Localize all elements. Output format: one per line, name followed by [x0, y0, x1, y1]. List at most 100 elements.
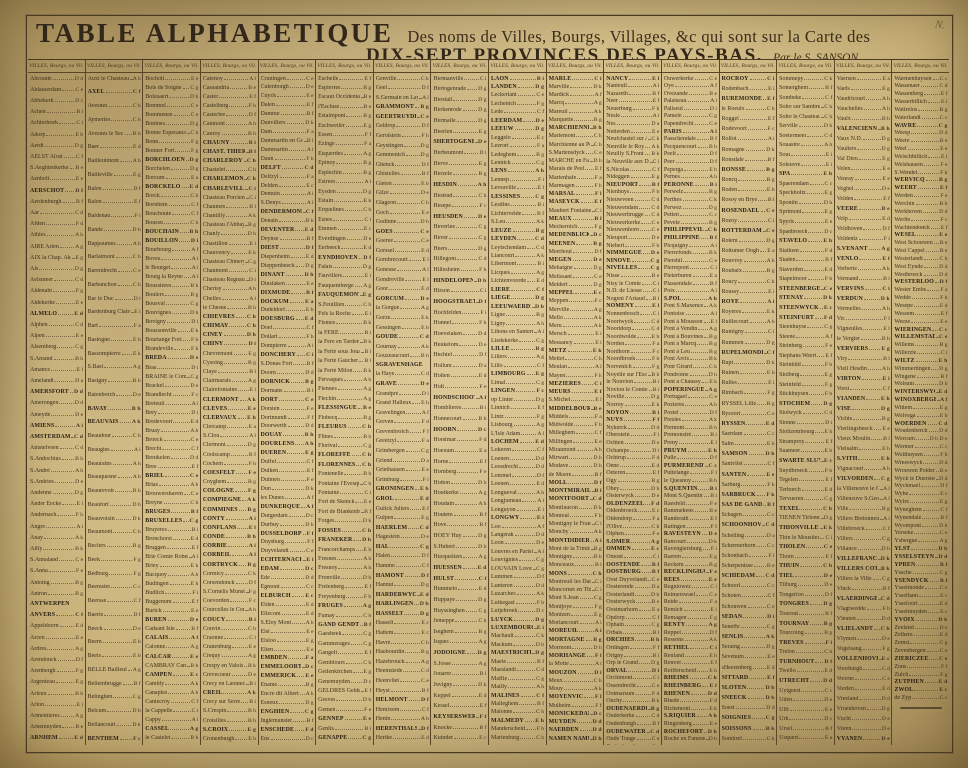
grid-reference: D f: [709, 409, 717, 416]
place-name: MORTAGNE: [548, 636, 585, 643]
dot-leader: [631, 538, 650, 543]
grid-reference: C e: [190, 436, 199, 443]
dot-leader: [796, 256, 825, 262]
place-entry: Rodenbach E i: [722, 85, 775, 93]
place-name: Montfaucon: [548, 504, 578, 511]
grid-reference: B f: [306, 289, 314, 296]
place-entry: Beaurevoir B h: [88, 487, 141, 495]
place-name: Pontoise: [663, 310, 685, 317]
place-name: Gorze: [375, 314, 391, 321]
dot-leader: [281, 199, 306, 205]
grid-reference: B g: [247, 506, 256, 513]
place-name: MALMEDY: [491, 717, 524, 724]
dot-leader: [400, 533, 420, 539]
dot-leader: [689, 264, 710, 270]
column-header: VILLES, Bourgs, ou Vil.: [28, 60, 85, 73]
grid-reference: D d: [823, 677, 833, 684]
grid-reference: A g: [363, 386, 372, 393]
dot-leader: [805, 438, 825, 443]
place-name: Reppel: [663, 629, 681, 636]
place-entry: Ossendrecht C e: [606, 682, 659, 690]
place-entry: Durbuy D h: [261, 521, 314, 529]
place-name: Fontaine l'Evesque: [318, 480, 360, 487]
grid-reference: F f: [422, 428, 429, 435]
dot-leader: [693, 363, 708, 369]
place-name: DORT: [260, 396, 278, 403]
place-name: NOMENY: [606, 303, 634, 310]
grid-reference: B g: [708, 333, 717, 340]
grid-reference: E k: [363, 197, 372, 204]
dot-leader: [514, 396, 535, 401]
place-entry: Libermont B i: [491, 260, 544, 268]
dot-leader: [225, 515, 248, 520]
grid-reference: A f: [478, 394, 487, 401]
dot-leader: [447, 521, 479, 527]
grid-reference: C f: [421, 562, 429, 569]
place-entry: Randerath E f: [664, 515, 717, 523]
place-entry: Gravelingen A f: [376, 409, 429, 417]
grid-reference: A g: [536, 354, 545, 361]
dot-leader: [688, 90, 709, 95]
place-name: Fronville: [318, 574, 341, 581]
dot-leader: [684, 166, 709, 171]
grid-reference: E a: [305, 298, 314, 305]
place-entry: Aymeries C h: [88, 116, 141, 124]
place-name: Tongerloo: [779, 591, 804, 598]
place-name: Hillegom: [433, 256, 457, 263]
place-entry: Vinck B f: [837, 585, 890, 593]
dot-leader: [157, 463, 191, 468]
place-name: Hemixem: [375, 706, 400, 713]
grid-reference: B l: [767, 197, 775, 204]
grid-reference: A h: [881, 105, 890, 112]
grid-reference: D g: [535, 616, 545, 623]
place-name: Epinoy: [318, 160, 336, 167]
place-entry: Hove B f: [433, 521, 486, 529]
place-entry: Steinbild F b: [779, 361, 832, 369]
dot-leader: [517, 489, 536, 494]
dot-leader: [181, 183, 189, 188]
place-name: Pulle: [663, 455, 677, 462]
grid-reference: B f: [479, 522, 487, 529]
place-entry: Iseghem B g: [433, 628, 486, 636]
place-name: Herzele: [433, 171, 453, 178]
dot-leader: [285, 538, 307, 544]
place-entry: Lummen D f: [491, 573, 544, 581]
place-entry: Montigny le Franc C i: [549, 520, 602, 528]
grid-reference: F f: [307, 414, 314, 421]
place-entry: Emmen E c: [318, 225, 371, 233]
dot-leader: [808, 237, 823, 243]
grid-reference: E d: [536, 481, 545, 488]
place-entry: S.RIQUIER A h: [664, 712, 717, 720]
grid-reference: E i: [768, 288, 775, 295]
grid-reference: E a: [767, 248, 775, 255]
grid-reference: B i: [652, 379, 660, 386]
grid-reference: B k: [881, 565, 890, 572]
place-entry: Genlis B i: [318, 725, 371, 733]
dot-leader: [172, 210, 191, 215]
dot-leader: [217, 368, 249, 373]
place-entry: Kuinder E c: [433, 734, 486, 742]
place-name: Piershil: [663, 257, 683, 264]
place-name: Boves: [145, 256, 161, 263]
grid-reference: D d: [535, 464, 545, 471]
dot-leader: [743, 430, 766, 435]
grid-reference: C e: [882, 675, 890, 682]
dot-leader: [628, 234, 651, 239]
place-entry: GENNEP E e: [318, 715, 371, 723]
dot-leader: [122, 680, 133, 685]
grid-reference: A l: [364, 179, 372, 186]
grid-reference: B i: [710, 493, 717, 500]
grid-reference: B g: [247, 222, 256, 229]
dot-leader: [632, 363, 651, 369]
place-name: AMSTERDAM: [30, 434, 70, 440]
grid-reference: E h: [766, 441, 775, 448]
dot-leader: [510, 201, 537, 207]
place-name: Cormicy: [202, 570, 224, 577]
place-entry: Amance E l: [30, 366, 83, 374]
place-name: Linnich: [491, 405, 510, 412]
dot-leader: [169, 580, 190, 586]
place-entry: Esquerdes A g: [318, 150, 371, 158]
grid-reference: E c: [306, 182, 314, 189]
grid-reference: F a: [594, 413, 602, 420]
dot-leader: [399, 333, 419, 339]
